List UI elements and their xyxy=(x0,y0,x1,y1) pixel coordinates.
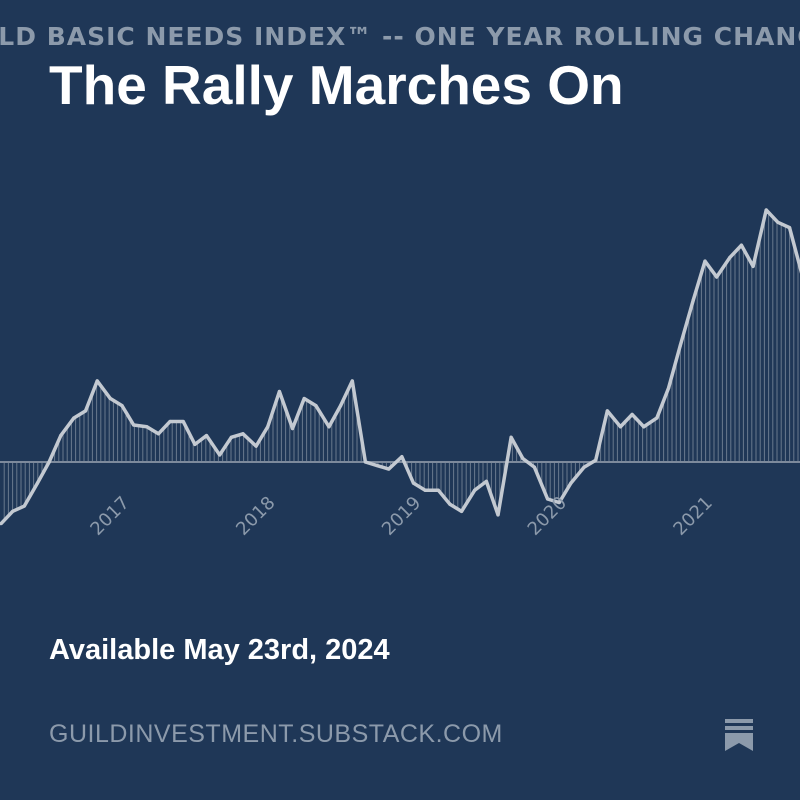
data-point xyxy=(703,259,707,263)
data-point xyxy=(22,504,26,508)
data-point xyxy=(168,419,172,424)
chart-points xyxy=(0,208,792,526)
data-point xyxy=(11,509,15,513)
data-point xyxy=(254,444,258,448)
x-axis-tick-labels: 2017 2018 2019 2020 2021 xyxy=(86,492,716,539)
data-point xyxy=(557,500,561,505)
post-title: The Rally Marches On xyxy=(49,54,624,116)
data-point xyxy=(594,458,598,462)
data-point xyxy=(411,481,416,485)
data-point xyxy=(691,298,695,302)
data-point xyxy=(290,426,295,431)
data-point xyxy=(776,220,780,224)
x-tick-label: 2018 xyxy=(232,492,279,539)
data-point xyxy=(400,455,404,459)
data-point xyxy=(204,433,209,438)
data-point xyxy=(569,481,573,485)
data-point xyxy=(484,479,488,483)
data-point xyxy=(387,467,391,471)
data-point xyxy=(751,264,755,268)
data-point xyxy=(302,396,306,401)
data-point xyxy=(618,425,623,429)
data-point xyxy=(605,409,609,413)
data-point xyxy=(83,409,88,413)
data-point xyxy=(473,488,477,492)
data-point xyxy=(787,226,792,230)
data-point xyxy=(145,425,149,429)
data-point xyxy=(448,502,452,506)
data-point xyxy=(363,460,368,464)
data-point xyxy=(218,453,222,457)
data-point xyxy=(277,389,282,394)
data-point xyxy=(678,344,682,348)
post-subtitle: Available May 23rd, 2024 xyxy=(49,634,390,666)
x-tick-label: 2021 xyxy=(669,492,716,539)
data-point xyxy=(764,208,768,212)
data-point xyxy=(314,404,318,408)
x-tick-label: 2017 xyxy=(86,492,133,539)
data-point xyxy=(59,433,63,438)
data-point xyxy=(532,465,537,469)
site-url[interactable]: GUILDINVESTMENT.SUBSTACK.COM xyxy=(49,720,503,748)
data-point xyxy=(132,423,136,427)
data-point xyxy=(266,425,270,429)
data-point xyxy=(666,386,671,390)
data-point xyxy=(229,435,233,439)
x-tick-label: 2019 xyxy=(378,492,425,539)
data-point xyxy=(521,456,525,461)
data-point xyxy=(436,488,440,492)
bookmark-icon[interactable] xyxy=(724,718,754,752)
data-point xyxy=(120,404,124,408)
chart-banner-title: ILD BASIC NEEDS INDEX™ -- ONE YEAR ROLLI… xyxy=(0,22,800,51)
data-point xyxy=(582,465,586,469)
data-point xyxy=(459,509,464,513)
data-point xyxy=(715,275,719,279)
data-point xyxy=(642,425,646,429)
data-point xyxy=(350,379,354,383)
data-point xyxy=(728,255,732,260)
data-point xyxy=(545,497,550,501)
data-point xyxy=(193,442,197,446)
data-point xyxy=(35,481,40,485)
data-point xyxy=(95,379,99,383)
data-point xyxy=(630,412,634,417)
data-point xyxy=(181,419,185,424)
data-point xyxy=(739,243,744,247)
data-point xyxy=(47,460,51,464)
data-point xyxy=(423,488,427,492)
chart-banner-text: ILD BASIC NEEDS INDEX™ -- ONE YEAR ROLLI… xyxy=(0,22,800,51)
data-point xyxy=(0,522,3,526)
data-point xyxy=(496,513,500,517)
chart-area-hatch xyxy=(3,212,799,521)
data-point xyxy=(375,463,379,468)
data-point xyxy=(339,404,343,408)
data-point xyxy=(108,396,112,401)
data-point xyxy=(241,432,245,436)
data-point xyxy=(72,416,76,420)
data-point xyxy=(655,416,659,420)
data-point xyxy=(156,432,161,436)
data-point xyxy=(509,435,513,439)
data-point xyxy=(327,425,331,429)
